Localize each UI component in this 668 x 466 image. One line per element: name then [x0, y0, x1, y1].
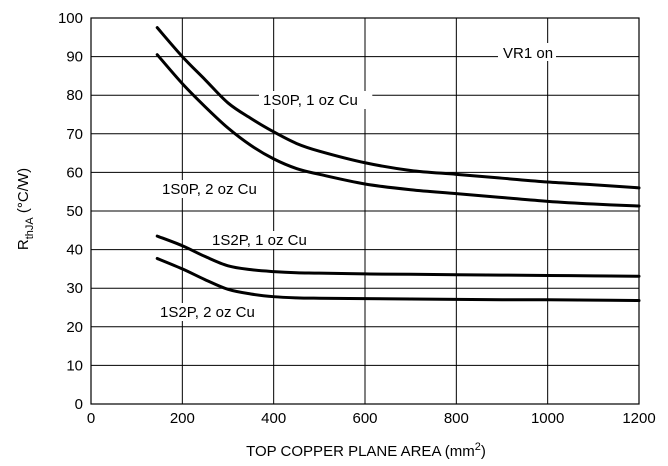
y-tick-label: 80 [66, 87, 83, 104]
y-tick-label: 0 [75, 396, 83, 413]
x-tick-label: 0 [87, 410, 95, 427]
annotation-label: VR1 on [503, 45, 553, 62]
y-tick-label: 70 [66, 126, 83, 143]
x-axis-title-end: ) [481, 443, 486, 460]
annotation-background [498, 43, 556, 61]
y-tick-label: 60 [66, 164, 83, 181]
series-label-background [208, 231, 322, 249]
series-labels: 1S0P, 1 oz Cu 1S0P, 2 oz Cu 1S2P, 1 oz Cu 1… [156, 43, 556, 321]
plot-frame [90, 17, 640, 405]
x-tick-label: 600 [352, 410, 377, 427]
series-label-background [156, 303, 270, 321]
series-line-1s0p-1oz [155, 26, 641, 190]
series-label: 1S0P, 1 oz Cu [263, 92, 358, 109]
y-tick-label: 20 [66, 319, 83, 336]
series-label: 1S2P, 1 oz Cu [212, 232, 307, 249]
series-line-1s0p-2oz [155, 53, 641, 208]
series-label-background [158, 180, 272, 198]
y-tick-label: 40 [66, 242, 83, 259]
x-axis-title: TOP COPPER PLANE AREA (mm2) [246, 441, 486, 460]
x-axis-title-superscript: 2 [475, 441, 481, 453]
x-tick-label: 1200 [622, 410, 655, 427]
x-tick-label: 200 [170, 410, 195, 427]
series-label-background [259, 91, 373, 109]
series-lines [155, 26, 641, 303]
y-tick-label: 90 [66, 49, 83, 66]
series-line-1s2p-2oz [155, 256, 641, 303]
x-tick-label: 400 [261, 410, 286, 427]
y-axis-title: RthJA (°C/W) [15, 168, 36, 250]
x-tick-label: 800 [444, 410, 469, 427]
grid [90, 17, 640, 405]
x-tick-label: 1000 [531, 410, 564, 427]
y-tick-label: 50 [66, 203, 83, 220]
y-tick-label: 30 [66, 280, 83, 297]
series-label: 1S0P, 2 oz Cu [162, 181, 257, 198]
y-axis-title-subscript: thJA [24, 217, 36, 240]
series-label: 1S2P, 2 oz Cu [160, 304, 255, 321]
series-line-1s2p-1oz [155, 234, 641, 278]
y-axis-title-rest: (°C/W) [15, 168, 32, 217]
y-tick-label: 10 [66, 357, 83, 374]
y-tick-label: 100 [58, 10, 83, 27]
